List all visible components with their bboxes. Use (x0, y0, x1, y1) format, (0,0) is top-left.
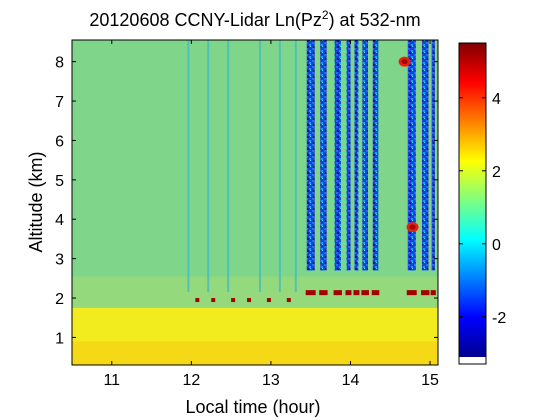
plot-frame (71, 39, 439, 366)
cloud-base-segment (319, 290, 328, 296)
x-tick-label: 12 (182, 372, 200, 389)
chart-title-main: 20120608 CCNY-Lidar Ln(Pz (89, 10, 321, 30)
colorbar-frame (458, 42, 487, 365)
cloud-base-segment (371, 290, 380, 296)
clear-sky-column (372, 40, 379, 271)
y-tick-label: 8 (55, 55, 64, 72)
clear-sky-column (320, 40, 327, 271)
cloud-base-segment (421, 290, 430, 296)
clear-sky-column (334, 40, 341, 271)
clear-sky-column (306, 40, 315, 271)
y-tick-label: 7 (55, 94, 64, 111)
y-tick-label: 3 (55, 252, 64, 269)
signal-streak (258, 40, 261, 293)
clear-sky-column (362, 40, 368, 271)
signal-streak (187, 40, 190, 293)
colorbar-gradient (459, 43, 486, 357)
y-tick-label: 1 (55, 330, 64, 347)
cloud-base-segment (430, 290, 436, 296)
signal-streak (278, 40, 281, 293)
x-tick-label: 14 (342, 372, 360, 389)
cloud-base-segment (353, 290, 360, 296)
x-tick-label: 15 (421, 372, 439, 389)
clear-sky-column (346, 40, 351, 271)
x-tick-label: 11 (103, 372, 120, 389)
cloud-fragment (195, 298, 200, 303)
cloud-base-segment (345, 290, 352, 296)
x-tick-label: 13 (262, 372, 280, 389)
colorbar: -2 0 2 4 (458, 42, 506, 365)
cloud-base-segment (333, 290, 342, 296)
cloud-fragment (266, 298, 271, 303)
cloud-fragment (231, 298, 236, 303)
clear-sky-column (407, 40, 416, 271)
x-axis-label: Local time (hour) (185, 397, 320, 417)
elevated-cloud-core (409, 224, 416, 230)
chart-title: 20120608 CCNY-Lidar Ln(Pz2) at 532-nm (89, 8, 420, 30)
colorbar-ticks: -2 0 2 4 (459, 91, 506, 327)
y-tick-label: 2 (55, 291, 64, 308)
cloud-fragment (211, 298, 216, 303)
colorbar-tick-label: 2 (492, 164, 501, 181)
plot-area (72, 40, 438, 365)
cloud-base-segment (406, 290, 417, 296)
clear-sky-column (354, 40, 359, 271)
cloud-fragment (286, 298, 291, 303)
signal-streak (294, 40, 297, 293)
clear-sky-column (431, 40, 435, 271)
residual-layer-band (72, 276, 438, 308)
cloud-base-segment (305, 290, 316, 296)
colorbar-nan-patch (459, 357, 486, 364)
cloud-fragment (247, 298, 252, 303)
signal-streak (227, 40, 230, 293)
colorbar-tick-label: -2 (492, 310, 506, 327)
chart-title-superscript: 2 (322, 8, 329, 22)
near-surface-layer (72, 341, 438, 365)
cloud-base-segment (361, 290, 369, 296)
colorbar-tick-label: 4 (492, 91, 501, 108)
chart-title-tail: ) at 532-nm (329, 10, 421, 30)
colorbar-tick-label: 0 (492, 237, 501, 254)
signal-streak (207, 40, 210, 293)
y-tick-label: 6 (55, 133, 64, 150)
y-tick-label: 5 (55, 173, 64, 190)
y-axis-label: Altitude (km) (26, 151, 46, 252)
y-tick-label: 4 (55, 212, 64, 229)
clear-sky-column (422, 40, 429, 271)
elevated-cloud-core (401, 59, 408, 65)
